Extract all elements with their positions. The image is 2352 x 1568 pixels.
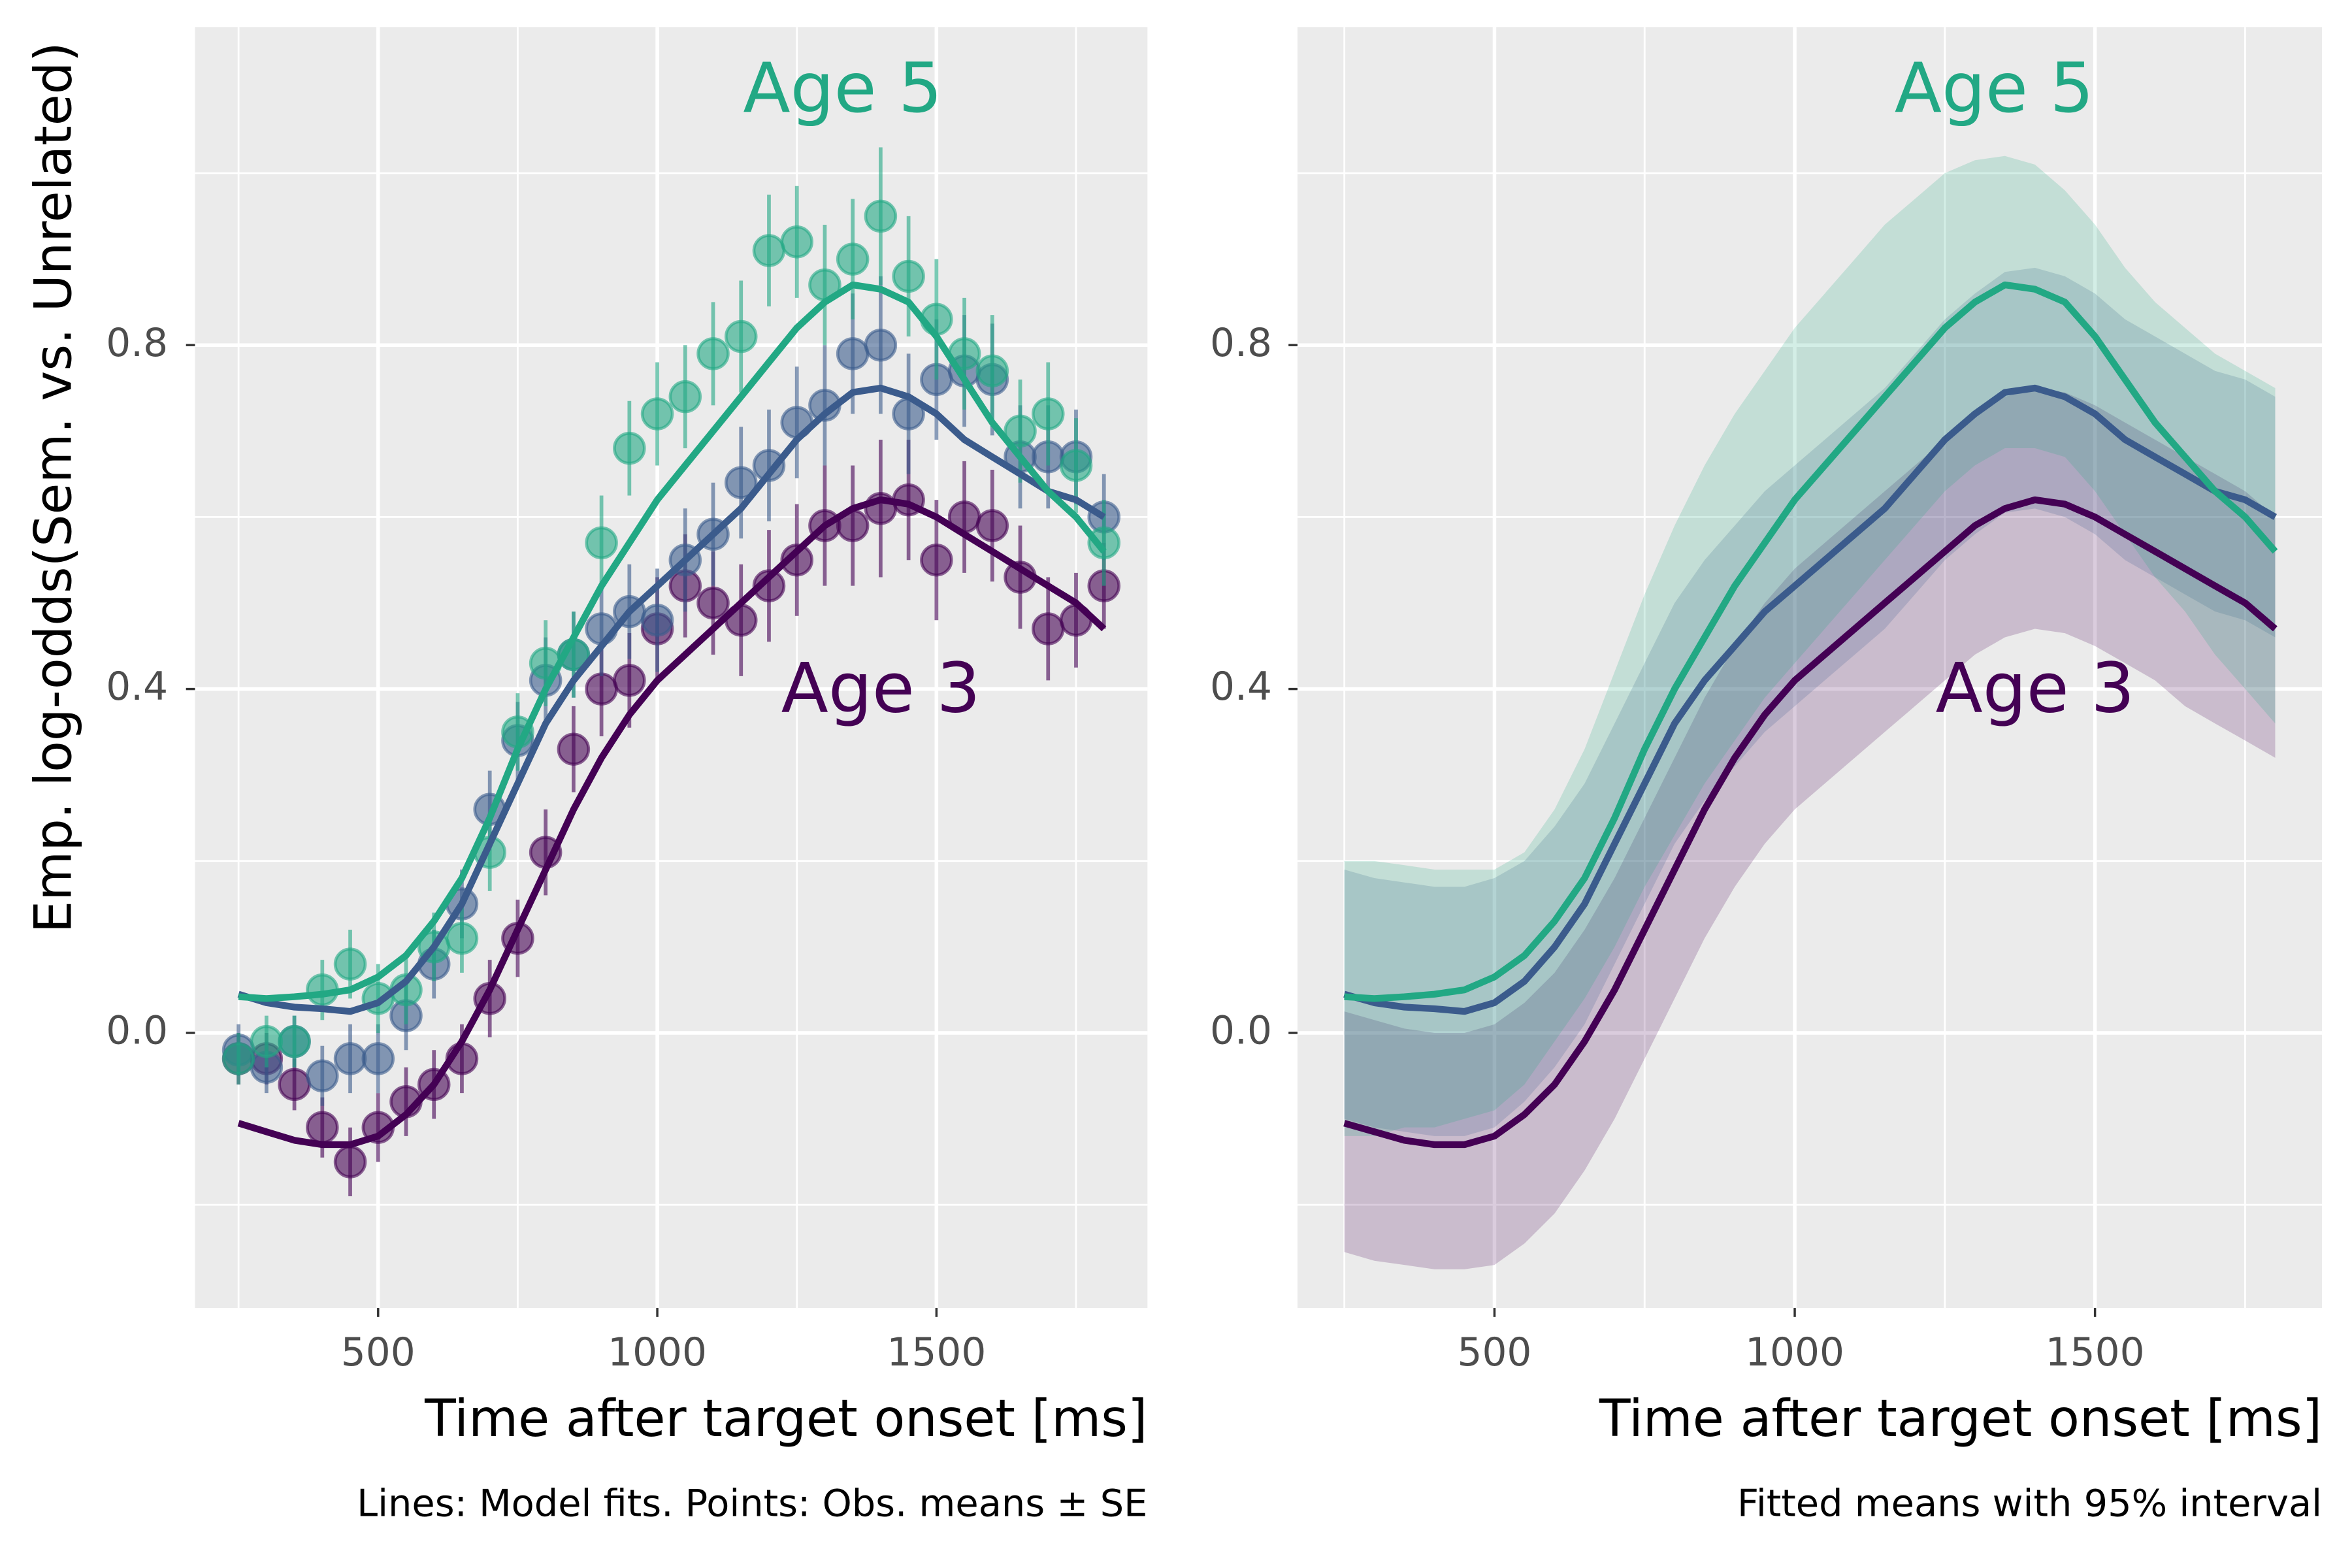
point: [613, 664, 646, 697]
point: [1032, 397, 1065, 431]
y-tick-label: 0.4: [1210, 664, 1272, 710]
line: [237, 496, 1107, 1149]
y-tick-label: 0.8: [1210, 321, 1272, 366]
line: [237, 384, 1106, 1015]
point: [975, 509, 1009, 542]
x-axis-title: Time after target onset [ms]: [1599, 1390, 2322, 1448]
point: [780, 225, 813, 259]
point: [278, 1024, 311, 1058]
point: [724, 319, 758, 353]
line: [238, 281, 1107, 1002]
line: [1343, 384, 2278, 1015]
y-tick-label: 0.8: [106, 321, 168, 366]
x-axis-title: Time after target onset [ms]: [424, 1390, 1147, 1448]
point: [333, 947, 367, 981]
x-tick-label: 1500: [2046, 1330, 2145, 1375]
point: [780, 543, 813, 577]
y-axis-title: Emp. log-odds(Sem. vs. Unrelated): [25, 42, 84, 933]
point: [306, 1111, 339, 1144]
series-label: Age 3: [1935, 648, 2134, 728]
point: [557, 732, 591, 766]
point: [361, 1042, 395, 1075]
point: [752, 569, 786, 602]
panel: 500 1000 1500 0.0 0.4 0.8 Time after target on…: [25, 27, 1147, 1526]
point: [1087, 526, 1120, 560]
point: [752, 234, 786, 267]
point: [892, 259, 925, 293]
point: [306, 1059, 339, 1093]
line: [1343, 496, 2278, 1149]
point: [585, 672, 618, 706]
x-tick-label: 500: [341, 1330, 416, 1375]
x-tick-label: 1000: [608, 1330, 707, 1375]
point: [333, 1042, 367, 1075]
y-tick-label: 0.0: [106, 1009, 168, 1054]
point: [640, 604, 674, 637]
point: [668, 380, 702, 414]
point: [836, 337, 870, 370]
point: [585, 526, 618, 560]
point: [864, 328, 898, 362]
point: [724, 466, 758, 500]
point: [278, 1068, 311, 1102]
point: [975, 354, 1009, 387]
point: [445, 921, 479, 955]
point: [920, 543, 953, 577]
y-tick-label: 0.0: [1210, 1009, 1272, 1054]
caption: Lines: Model fits. Points: Obs. means ± …: [357, 1482, 1147, 1526]
x-tick-label: 500: [1457, 1330, 1531, 1375]
y-tick-label: 0.4: [106, 664, 168, 710]
line: [1344, 281, 2278, 1002]
point: [613, 431, 646, 465]
caption: Fitted means with 95% interval: [1737, 1482, 2322, 1526]
point: [221, 1042, 255, 1075]
series-label: Age 5: [743, 48, 942, 128]
point: [696, 337, 730, 370]
x-tick-label: 1000: [1745, 1330, 1844, 1375]
point: [1059, 449, 1093, 482]
x-tick-label: 1500: [887, 1330, 986, 1375]
series-label: Age 3: [781, 648, 981, 728]
series-label: Age 5: [1895, 48, 2094, 128]
point: [250, 1024, 284, 1058]
point: [696, 586, 730, 620]
point: [1004, 414, 1037, 448]
point: [333, 1145, 367, 1179]
point: [864, 199, 898, 233]
point: [752, 449, 786, 482]
point: [836, 242, 870, 276]
panel: 500 1000 1500 0.0 0.4 0.8 Time after target on…: [1210, 27, 2323, 1526]
point: [1032, 612, 1065, 645]
point: [640, 397, 674, 431]
